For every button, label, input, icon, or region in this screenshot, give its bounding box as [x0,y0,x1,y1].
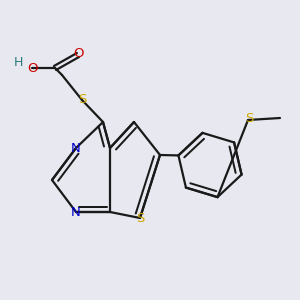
Text: S: S [78,93,86,106]
Text: N: N [70,142,80,154]
Text: N: N [70,206,80,218]
Text: O: O [73,47,83,60]
Text: S: S [245,112,254,125]
Text: H: H [13,56,23,68]
Text: S: S [136,212,144,224]
Text: O: O [27,61,37,74]
